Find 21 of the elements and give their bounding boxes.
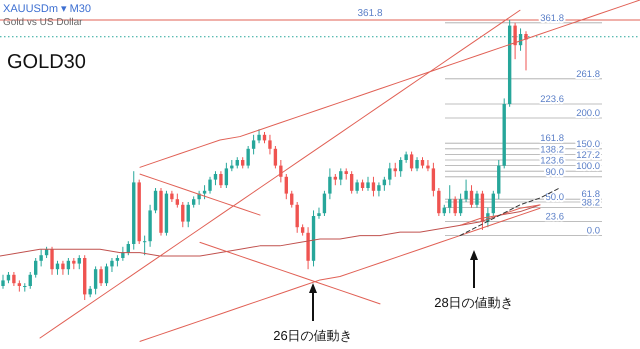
annotation: 161.8 bbox=[540, 133, 564, 144]
chart-title: XAUUSDm ▾ M30 bbox=[3, 3, 92, 15]
annotation: 90.0 bbox=[546, 166, 564, 178]
annotation: 150.0 bbox=[576, 138, 600, 150]
annotation: 50.0 bbox=[546, 192, 564, 203]
annotation: 38.2 bbox=[582, 198, 600, 209]
annotation: 23.6 bbox=[546, 212, 564, 223]
annotation: 100.0 bbox=[576, 161, 600, 172]
annotation: 200.0 bbox=[576, 108, 600, 119]
annotation: 28日の値動き bbox=[434, 295, 514, 310]
annotation: 127.2 bbox=[576, 150, 600, 161]
annotation: 138.2 bbox=[540, 144, 564, 156]
chart-subtitle: Gold vs US Dollar bbox=[3, 17, 84, 28]
annotation: 261.8 bbox=[576, 68, 600, 80]
annotation: 61.8 bbox=[582, 189, 600, 200]
annotation: GOLD30 bbox=[7, 51, 86, 73]
annotation: 123.6 bbox=[540, 156, 564, 167]
annotation: 361.8 bbox=[357, 8, 383, 19]
annotation: 223.6 bbox=[540, 94, 564, 105]
annotation: 0.0 bbox=[586, 226, 600, 237]
annotation: 26日の値動き bbox=[273, 328, 353, 343]
